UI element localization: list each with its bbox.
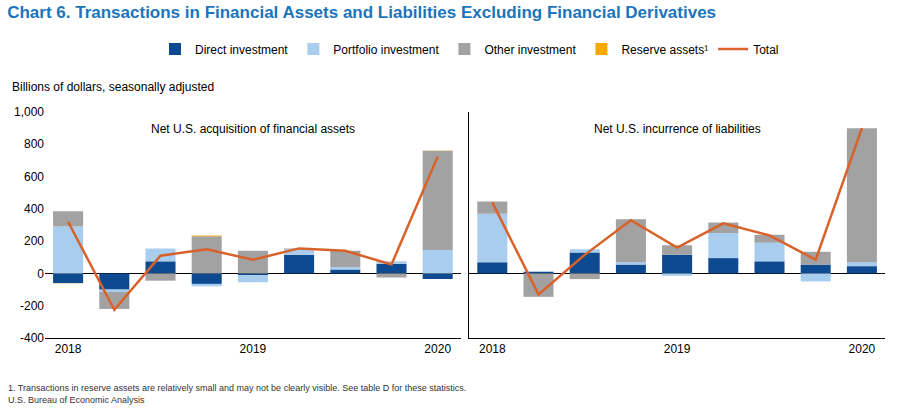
- svg-text:400: 400: [24, 202, 44, 216]
- svg-text:Direct investment: Direct investment: [195, 43, 288, 57]
- svg-text:800: 800: [24, 137, 44, 151]
- svg-text:2019: 2019: [664, 342, 691, 356]
- svg-text:-200: -200: [20, 299, 44, 313]
- svg-text:2020: 2020: [424, 342, 451, 356]
- svg-text:2018: 2018: [479, 342, 506, 356]
- svg-text:Other investment: Other investment: [484, 43, 576, 57]
- svg-text:0: 0: [37, 267, 44, 281]
- svg-text:Billions of dollars, seasonall: Billions of dollars, seasonally adjusted: [12, 80, 214, 94]
- svg-text:2018: 2018: [55, 342, 82, 356]
- svg-text:Chart 6. Transactions in Finan: Chart 6. Transactions in Financial Asset…: [7, 3, 716, 22]
- svg-text:2019: 2019: [240, 342, 267, 356]
- svg-text:U.S. Bureau of Economic Analys: U.S. Bureau of Economic Analysis: [8, 395, 145, 405]
- svg-text:1,000: 1,000: [14, 105, 44, 119]
- svg-text:2020: 2020: [849, 342, 876, 356]
- svg-text:1. Transactions in reserve ass: 1. Transactions in reserve assets are re…: [8, 383, 466, 393]
- svg-text:-400: -400: [20, 331, 44, 345]
- svg-text:Net U.S. incurrence of liabili: Net U.S. incurrence of liabilities: [594, 122, 761, 136]
- svg-text:Total: Total: [753, 43, 778, 57]
- svg-text:Reserve assets¹: Reserve assets¹: [621, 43, 708, 57]
- svg-text:200: 200: [24, 234, 44, 248]
- svg-text:Net U.S. acquisition of financ: Net U.S. acquisition of financial assets: [151, 122, 355, 136]
- svg-text:600: 600: [24, 170, 44, 184]
- svg-text:Portfolio investment: Portfolio investment: [333, 43, 439, 57]
